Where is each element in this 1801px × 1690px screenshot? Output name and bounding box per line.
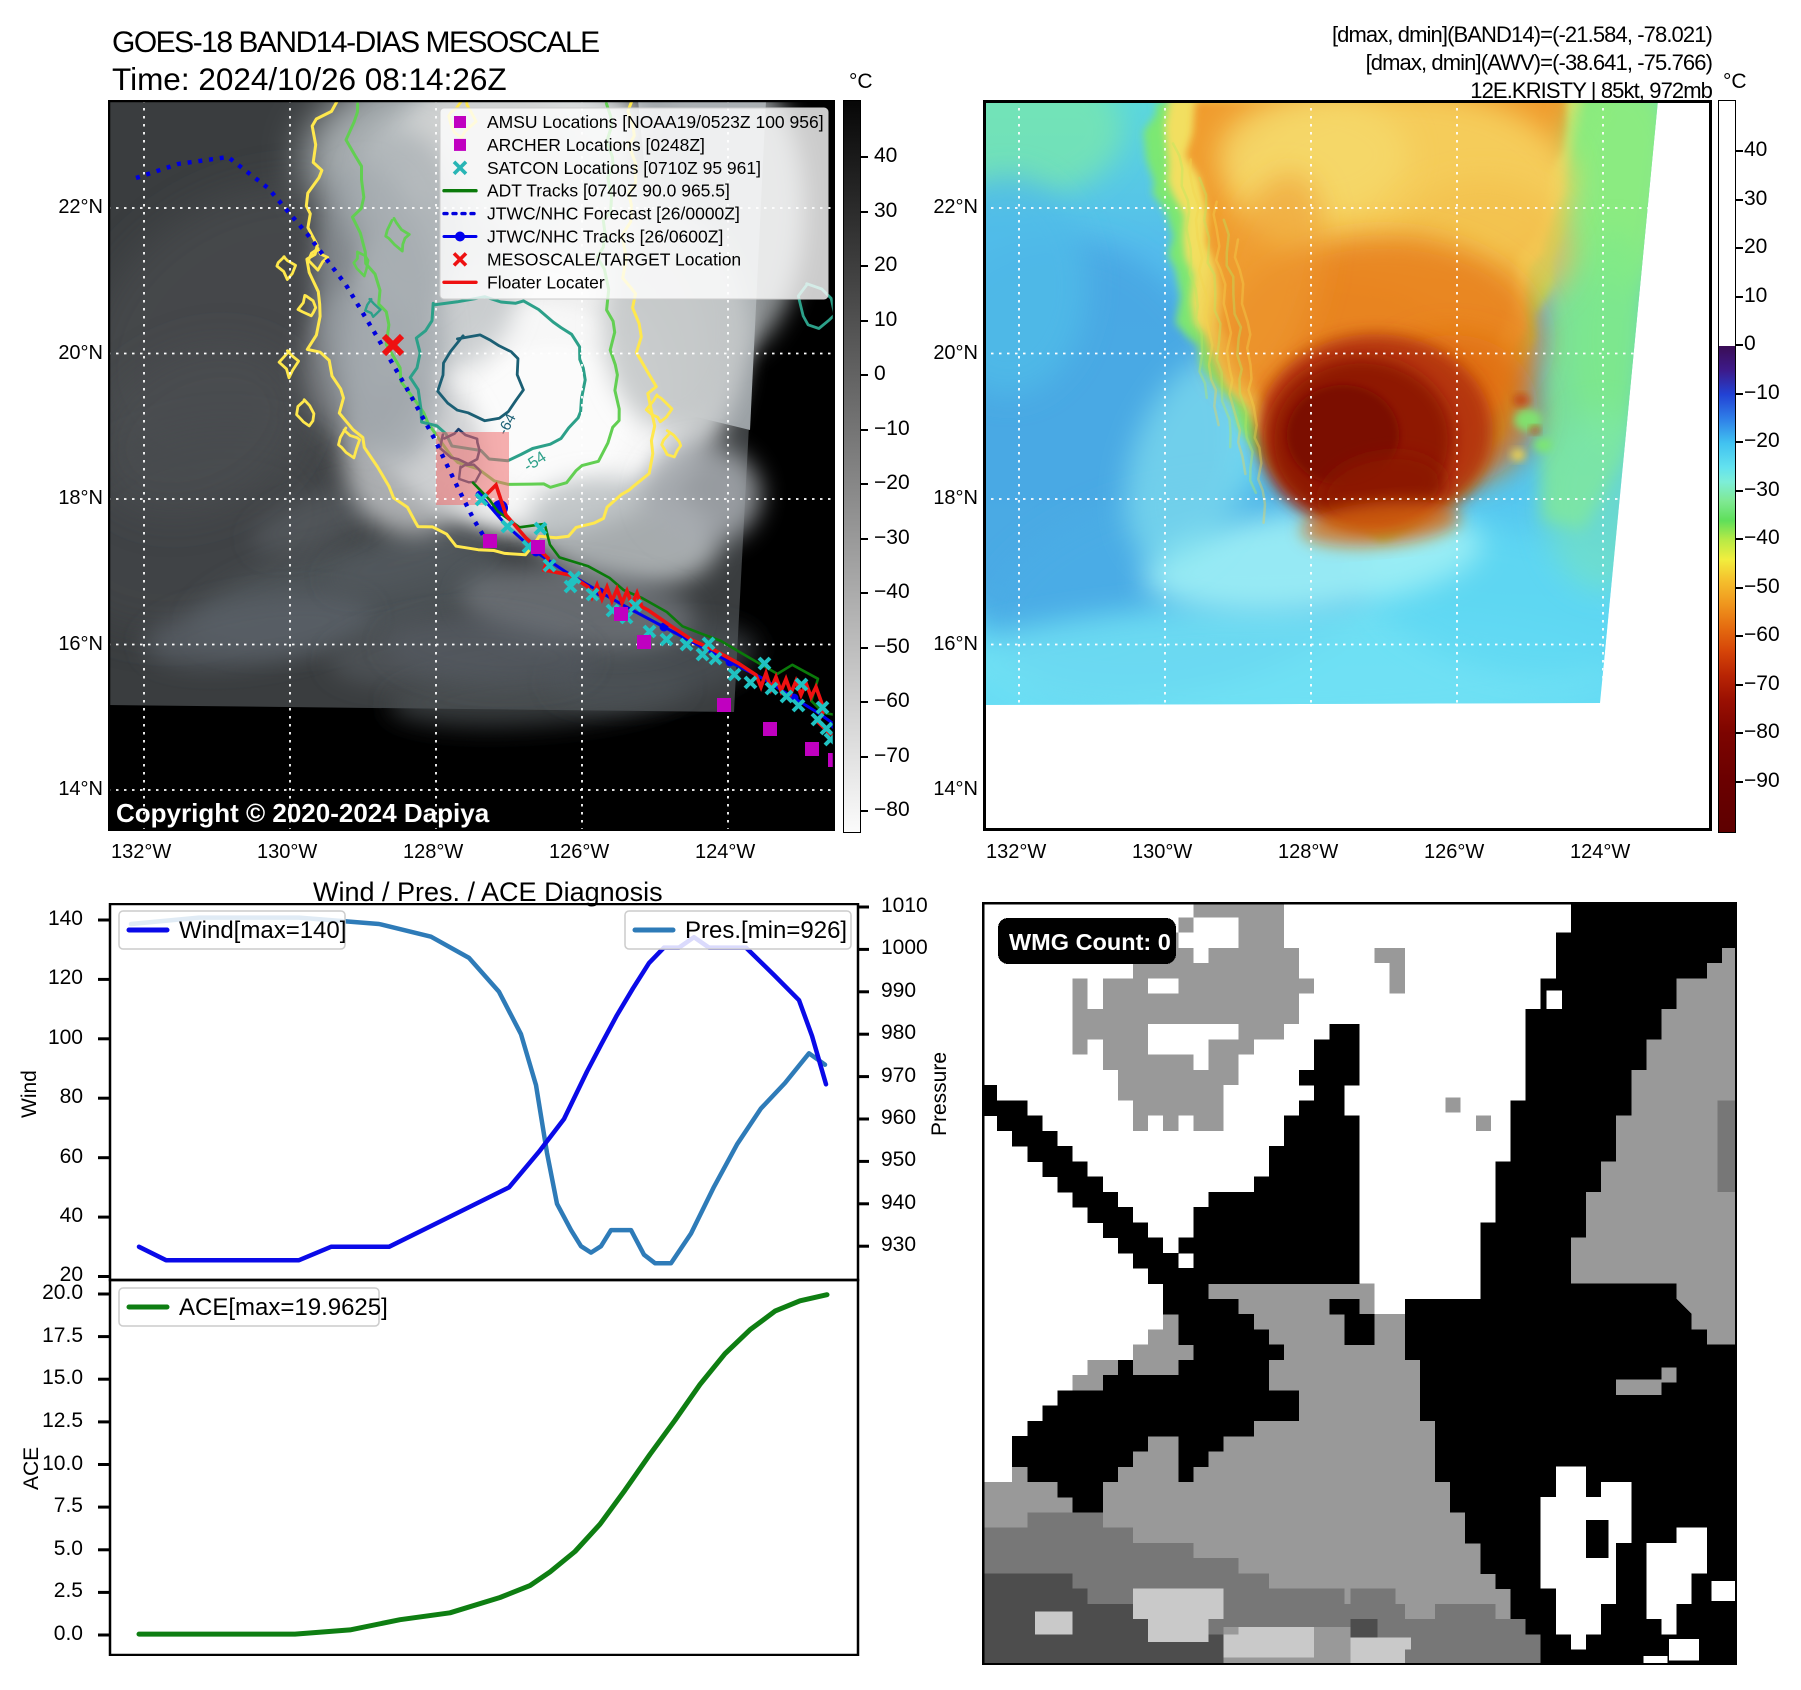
svg-text:SATCON Locations [0710Z 95 961: SATCON Locations [0710Z 95 961] (487, 158, 761, 178)
svg-text:MESOSCALE/TARGET Location: MESOSCALE/TARGET Location (487, 249, 741, 269)
svg-text:ACE[max=19.9625]: ACE[max=19.9625] (179, 1294, 388, 1321)
svg-text:Pres.[min=926]: Pres.[min=926] (685, 917, 847, 944)
svg-text:AMSU Locations [NOAA19/0523Z 1: AMSU Locations [NOAA19/0523Z 100 956] (487, 112, 824, 132)
svg-text:Copyright © 2020-2024 Dapiya: Copyright © 2020-2024 Dapiya (116, 798, 490, 828)
svg-text:WMG Count: 0: WMG Count: 0 (1009, 929, 1171, 955)
svg-text:JTWC/NHC Tracks [26/0600Z]: JTWC/NHC Tracks [26/0600Z] (487, 227, 723, 247)
svg-text:ADT Tracks [0740Z 90.0 965.5]: ADT Tracks [0740Z 90.0 965.5] (487, 181, 730, 201)
svg-text:Floater Locater: Floater Locater (487, 272, 605, 292)
svg-text:ARCHER Locations [0248Z]: ARCHER Locations [0248Z] (487, 135, 705, 155)
svg-text:Wind[max=140]: Wind[max=140] (179, 917, 346, 944)
svg-text:JTWC/NHC Forecast [26/0000Z]: JTWC/NHC Forecast [26/0000Z] (487, 204, 740, 224)
